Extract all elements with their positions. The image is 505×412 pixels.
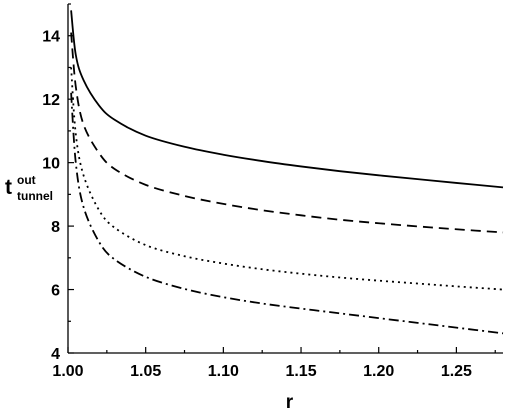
series-line-dashed [70,32,504,234]
x-tick-label: 1.00 [52,363,83,380]
y-tick-label: 12 [42,92,60,109]
y-tick-label: 10 [42,156,60,173]
x-tick-label: 1.20 [363,363,394,380]
x-tick-label: 1.25 [441,363,472,380]
series-line-dotted [70,67,504,291]
axes-layer [67,3,503,354]
y-axis-label-superscript: out [17,173,36,187]
x-tick-label: 1.15 [285,363,316,380]
x-axis-label: r [286,392,294,412]
series-line-solid [70,10,504,189]
x-tick-label: 1.10 [208,363,239,380]
y-tick-label: 14 [42,29,60,46]
y-axis-label-subscript: tunnel [17,189,53,203]
series-line-dash-dot [70,92,504,335]
x-tick-label: 1.05 [130,363,161,380]
y-tick-label: 6 [51,283,60,300]
series-layer [70,10,504,335]
y-axis-label: t [5,176,12,199]
y-tick-label: 4 [51,346,60,363]
y-tick-label: 8 [51,219,60,236]
labels-layer: 4 6 8 10 12 14 1.00 1.05 1.10 1.15 1.20 1.25 r t out tu… [5,29,472,412]
